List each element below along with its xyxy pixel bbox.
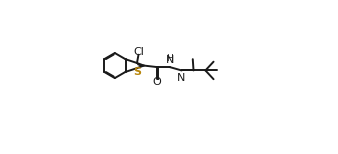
Text: H: H: [166, 54, 173, 63]
Text: S: S: [133, 67, 141, 77]
Text: N: N: [166, 55, 174, 65]
Text: O: O: [153, 77, 161, 87]
Text: Cl: Cl: [133, 47, 144, 57]
Text: N: N: [177, 73, 185, 83]
